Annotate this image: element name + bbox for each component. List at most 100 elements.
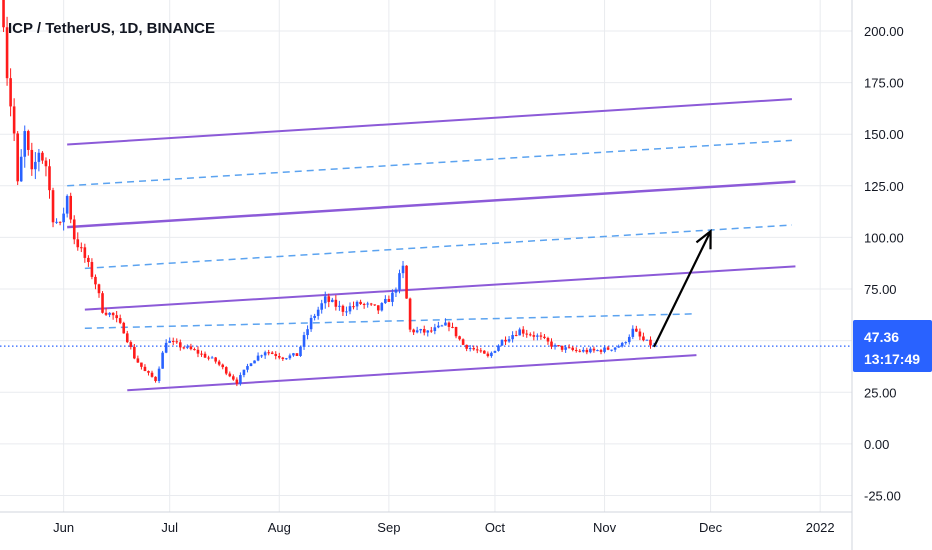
candle [207,355,210,361]
channel-boundary[interactable] [67,180,796,229]
candle [125,330,129,344]
channel-midline[interactable] [84,224,792,270]
candle [154,376,157,383]
candle-body [235,379,239,384]
candle-body [578,350,582,352]
candle-body [331,299,334,302]
candle [23,125,27,168]
candle [51,187,55,228]
price-tick-label: 200.00 [864,24,904,39]
candle [543,333,546,340]
candle [507,336,511,343]
candle-body [224,367,228,374]
candle [309,314,313,332]
candle [426,330,430,337]
time-axis[interactable]: Jun Jul Aug Sep Oct Nov Dec 2022 [53,520,834,535]
candle [83,243,87,263]
candle-body [94,276,97,285]
candle [302,331,306,350]
candle [320,299,324,314]
candle [150,370,154,378]
candle-body [256,355,260,361]
candle-body [620,342,624,347]
candle [645,339,649,341]
candle [80,242,83,253]
candle [34,152,37,180]
candle [490,351,493,358]
channel-boundary[interactable] [127,354,697,392]
candle [422,325,426,336]
channel-midline[interactable] [84,313,697,330]
candle-body [408,298,412,330]
candle [242,369,246,378]
candle [168,337,171,344]
candle [458,335,461,341]
channel-midline[interactable] [67,139,792,187]
candle [472,345,476,351]
candle-body [599,350,603,352]
candle [415,326,419,334]
candle [90,258,94,280]
candle [504,336,507,345]
candle [546,336,550,345]
candle [292,352,295,357]
candle-body [582,349,585,352]
candle-body [44,160,48,167]
candle-body [649,339,652,346]
candle-body [359,301,362,304]
candle-body [118,318,122,323]
candle-body [518,329,521,336]
candle [454,326,458,339]
candle [274,351,278,360]
candle [267,349,270,356]
candle-body [497,345,500,351]
candle [352,301,355,310]
candle [528,332,532,337]
candle-body [104,312,108,315]
candle [620,341,624,348]
candle [596,349,599,352]
candle-body [239,375,242,384]
candle-body [624,342,628,344]
candle-body [369,303,373,305]
candle-body [341,305,345,312]
candle-body [585,349,589,353]
candle [589,346,592,354]
candle-body [380,303,384,311]
candle-body [507,339,511,342]
candle [30,142,34,176]
candle [649,336,652,349]
candle [578,348,582,353]
candle [525,329,529,338]
candle [331,297,334,303]
candle [55,218,58,224]
candle [475,345,479,354]
candle-body [323,296,327,304]
candle [433,323,437,335]
candle [316,306,320,320]
candle-body [168,340,171,343]
candle [69,192,73,224]
candle-body [37,152,41,162]
candle [16,131,19,186]
channel-boundary[interactable] [84,265,796,311]
candle [327,293,331,308]
candle [5,16,9,86]
channel-boundary[interactable] [67,98,792,146]
candle [592,346,596,353]
candle [497,344,500,352]
candle [157,366,161,384]
candle-body [19,156,23,182]
candle-body [352,306,355,308]
candle [288,353,292,360]
candle-body [69,195,73,220]
candle-body [525,333,529,335]
candle-body [539,335,543,337]
candle-body [384,298,387,304]
candle-body [161,352,164,369]
candle [239,372,242,386]
candle [585,347,589,355]
candle-body [500,339,504,346]
